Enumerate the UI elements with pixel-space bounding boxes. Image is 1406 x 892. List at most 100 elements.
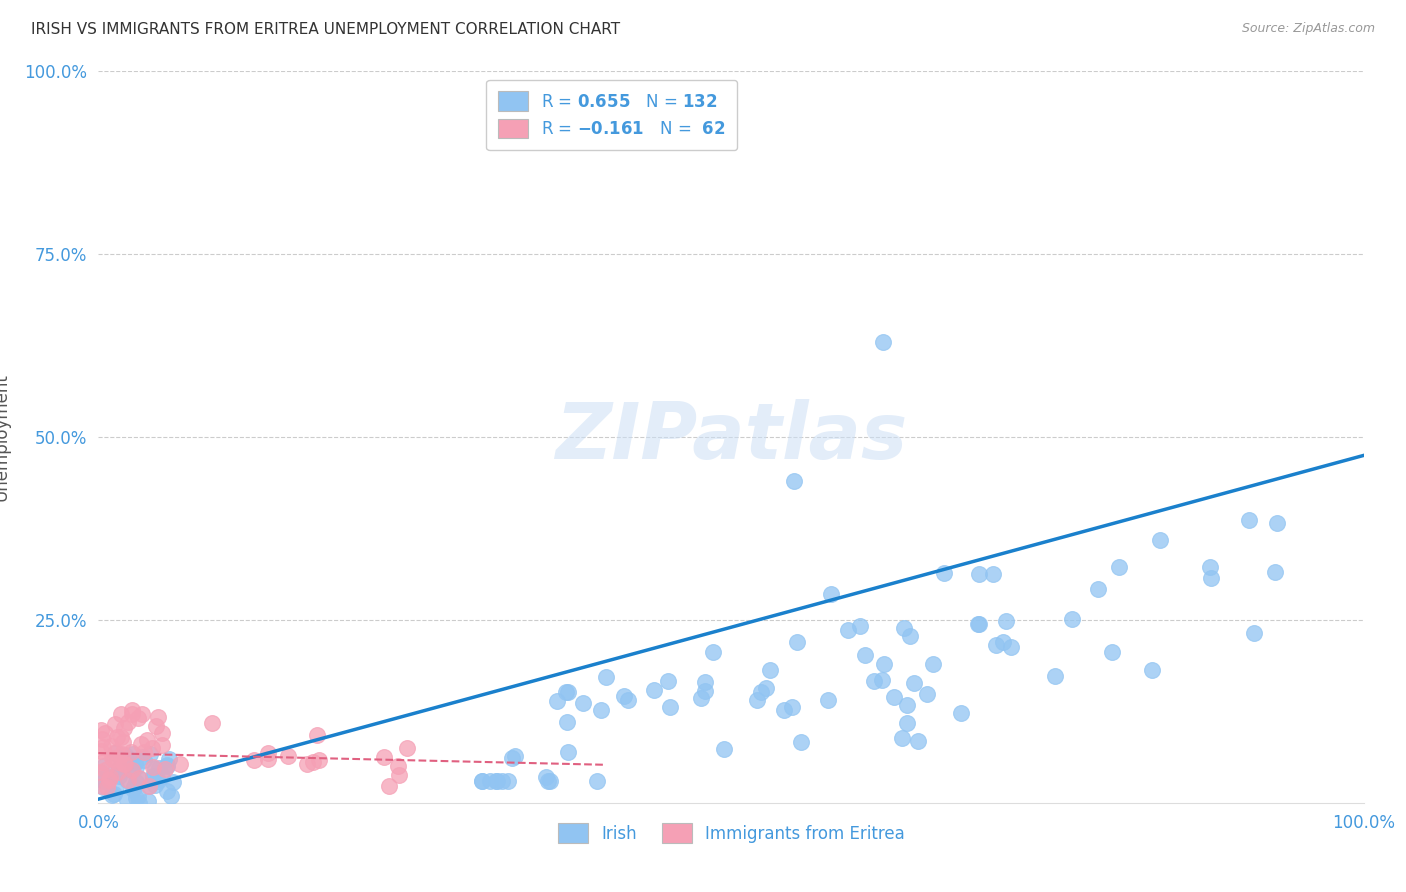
Point (1199, 571, 1222, 585)
Point (94, 764, 117, 778)
Point (659, 699, 682, 714)
Point (1243, 625, 1265, 640)
Point (121, 707, 143, 722)
Point (690, 691, 713, 706)
Point (817, 693, 839, 707)
Point (786, 635, 808, 649)
Point (853, 648, 876, 663)
Point (117, 793, 139, 807)
Point (132, 753, 155, 767)
Point (155, 762, 177, 776)
Point (138, 779, 160, 793)
Point (572, 696, 595, 710)
Point (479, 773, 502, 788)
Point (114, 756, 136, 771)
Point (118, 755, 141, 769)
Point (150, 738, 173, 752)
Point (107, 765, 129, 780)
Point (1237, 513, 1260, 527)
Point (146, 772, 169, 787)
Point (872, 334, 894, 349)
Point (101, 789, 124, 803)
Point (107, 769, 129, 783)
Point (146, 774, 169, 789)
Point (97, 771, 120, 785)
Point (145, 719, 167, 733)
Point (122, 781, 145, 796)
Point (127, 789, 149, 803)
Point (100, 751, 122, 765)
Point (586, 773, 609, 788)
Point (110, 730, 132, 744)
Point (112, 722, 135, 736)
Point (135, 732, 157, 747)
Point (150, 769, 173, 783)
Y-axis label: Unemployment: Unemployment (0, 373, 10, 501)
Point (121, 755, 143, 769)
Point (90, 779, 112, 793)
Point (277, 749, 299, 764)
Point (156, 784, 179, 798)
Point (893, 621, 915, 635)
Point (115, 772, 138, 787)
Point (100, 739, 122, 754)
Point (981, 567, 1004, 582)
Point (90, 723, 112, 737)
Point (896, 716, 918, 731)
Legend: Irish, Immigrants from Eritrea: Irish, Immigrants from Eritrea (551, 817, 911, 849)
Point (131, 750, 153, 764)
Point (896, 698, 918, 712)
Point (148, 761, 170, 775)
Point (125, 791, 148, 805)
Point (790, 735, 813, 749)
Point (702, 645, 724, 659)
Point (1108, 560, 1130, 574)
Point (110, 707, 132, 722)
Point (141, 741, 163, 756)
Point (1140, 663, 1163, 677)
Point (112, 757, 135, 772)
Point (1265, 516, 1288, 530)
Point (903, 676, 925, 690)
Point (759, 663, 782, 677)
Point (898, 628, 921, 642)
Point (503, 749, 526, 764)
Point (201, 715, 224, 730)
Point (783, 474, 806, 488)
Point (125, 774, 148, 789)
Point (93, 739, 115, 754)
Point (104, 745, 127, 759)
Point (93, 755, 115, 769)
Text: IRISH VS IMMIGRANTS FROM ERITREA UNEMPLOYMENT CORRELATION CHART: IRISH VS IMMIGRANTS FROM ERITREA UNEMPLO… (31, 22, 620, 37)
Point (103, 788, 125, 802)
Point (772, 703, 794, 717)
Point (93, 780, 115, 794)
Point (1060, 612, 1083, 626)
Point (537, 773, 560, 788)
Point (780, 699, 803, 714)
Point (1043, 669, 1066, 683)
Point (115, 755, 138, 769)
Point (534, 770, 557, 784)
Point (557, 745, 579, 759)
Point (145, 778, 167, 792)
Point (907, 733, 929, 747)
Point (112, 735, 135, 749)
Point (755, 681, 778, 695)
Point (485, 773, 508, 788)
Point (713, 742, 735, 756)
Text: ZIPatlas: ZIPatlas (555, 399, 907, 475)
Point (139, 747, 162, 761)
Point (169, 756, 191, 771)
Point (695, 683, 717, 698)
Point (89, 764, 111, 779)
Point (142, 772, 165, 786)
Point (156, 759, 179, 773)
Point (986, 638, 1008, 652)
Point (114, 747, 136, 762)
Point (162, 774, 184, 789)
Point (302, 756, 325, 770)
Point (378, 779, 401, 793)
Point (307, 728, 329, 742)
Point (242, 753, 264, 767)
